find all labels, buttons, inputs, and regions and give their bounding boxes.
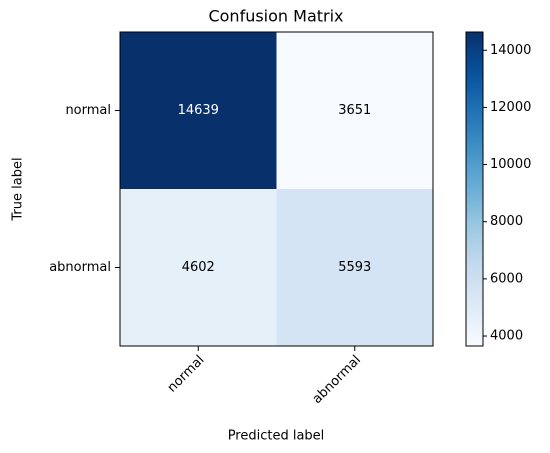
colorbar-tick-label: 8000 <box>490 214 523 229</box>
colorbar-tick-label: 10000 <box>490 157 531 172</box>
x-tick-label: normal <box>165 353 208 396</box>
colorbar-tick-label: 6000 <box>490 271 523 286</box>
x-tick-label: abnormal <box>310 353 364 407</box>
cell <box>276 189 434 347</box>
cell-label: 14639 <box>178 103 219 118</box>
chart-title: Confusion Matrix <box>208 7 343 26</box>
colorbar-tick-label: 4000 <box>490 329 523 344</box>
cell-label: 5593 <box>338 260 371 275</box>
x-axis-label: Predicted label <box>228 429 325 444</box>
y-tick-label: normal <box>65 103 111 118</box>
colorbar-tick-label: 14000 <box>490 43 531 58</box>
y-axis-label: True label <box>11 157 26 221</box>
cell-label: 4602 <box>182 260 215 275</box>
cell <box>120 32 277 190</box>
colorbar-tick-label: 12000 <box>490 100 531 115</box>
colorbar <box>465 31 484 347</box>
cell <box>276 32 434 190</box>
y-tick-label: abnormal <box>49 260 111 275</box>
cell-label: 3651 <box>338 103 371 118</box>
cell <box>120 189 277 347</box>
plot-frame <box>119 31 434 347</box>
